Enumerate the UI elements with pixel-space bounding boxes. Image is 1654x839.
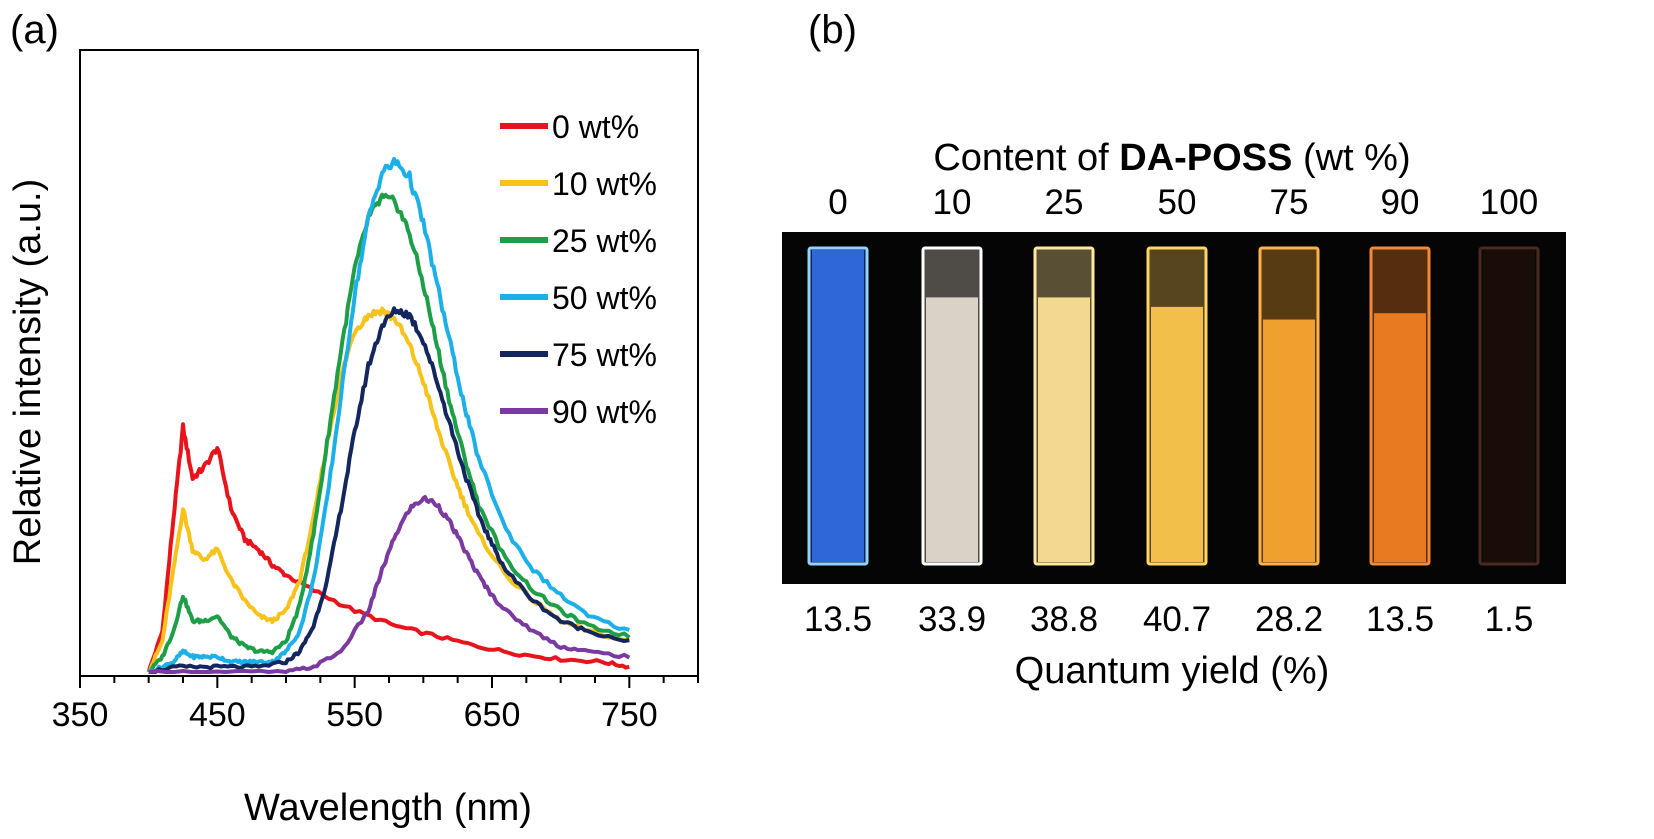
panel-b-label: (b) (808, 8, 857, 52)
sample-strip (1258, 246, 1320, 566)
strip-frame (1033, 246, 1095, 566)
x-axis-title: Wavelength (nm) (244, 787, 532, 829)
legend-label: 50 wt% (552, 280, 657, 316)
content-value: 50 (1158, 183, 1197, 222)
content-value: 0 (828, 183, 847, 222)
strip-frame (807, 246, 869, 566)
yield-value: 1.5 (1485, 600, 1534, 639)
content-value: 75 (1270, 183, 1309, 222)
legend-label: 90 wt% (552, 394, 657, 430)
panel-a-label: (a) (10, 8, 59, 52)
content-axis-title: Content of DA-POSS (wt %) (933, 137, 1410, 179)
content-value: 10 (933, 183, 972, 222)
y-axis-title: Relative intensity (a.u.) (7, 179, 49, 566)
sample-strip (1146, 246, 1208, 566)
strip-film (1151, 306, 1203, 562)
strip-frame (1369, 246, 1431, 566)
x-tick-label: 750 (601, 696, 658, 734)
content-value: 90 (1381, 183, 1420, 222)
quantum-yield-title: Quantum yield (%) (1015, 650, 1330, 692)
strip-film (1263, 319, 1315, 562)
x-tick-label: 450 (189, 696, 246, 734)
strip-frame (1478, 246, 1540, 566)
legend-label: 75 wt% (552, 337, 657, 373)
x-tick-label: 650 (464, 696, 521, 734)
photo-panel: Content of DA-POSS (wt %) 0 10 25 50 75 90 100… (782, 137, 1566, 692)
strip-frame (1146, 246, 1208, 566)
yield-labels: 13.5 33.9 38.8 40.7 28.2 13.5 1.5 (804, 600, 1533, 639)
sample-strip (807, 246, 869, 566)
sample-strip (1369, 246, 1431, 566)
yield-value: 13.5 (1366, 600, 1434, 639)
strip-film (1374, 313, 1426, 562)
sample-strips (807, 246, 1540, 566)
x-tick-label: 350 (52, 696, 109, 734)
axes: 350 450 550 650 750 (52, 676, 699, 734)
yield-value: 38.8 (1030, 600, 1098, 639)
series-layer (146, 156, 631, 674)
content-value: 100 (1480, 183, 1538, 222)
strip-film (1483, 250, 1535, 562)
legend-label: 25 wt% (552, 223, 657, 259)
strip-frame (1258, 246, 1320, 566)
strip-film (1038, 297, 1090, 562)
strip-film (926, 297, 978, 562)
sample-strip (1033, 246, 1095, 566)
sample-strip (1478, 246, 1540, 566)
series-line (146, 422, 630, 673)
legend-label: 0 wt% (552, 109, 639, 145)
strip-film (812, 250, 864, 562)
yield-value: 40.7 (1143, 600, 1211, 639)
series-line (147, 156, 630, 674)
content-labels: 0 10 25 50 75 90 100 (828, 183, 1538, 222)
content-value: 25 (1045, 183, 1084, 222)
series-line (148, 495, 631, 674)
yield-value: 33.9 (918, 600, 986, 639)
strip-frame (921, 246, 983, 566)
series-line (147, 192, 631, 674)
x-tick-label: 550 (326, 696, 383, 734)
yield-value: 13.5 (804, 600, 872, 639)
series-line (148, 306, 630, 674)
legend-label: 10 wt% (552, 166, 657, 202)
sample-strip (921, 246, 983, 566)
yield-value: 28.2 (1255, 600, 1323, 639)
series-line (147, 306, 630, 674)
legend: 0 wt% 10 wt% 25 wt% 50 wt% 75 wt% 90 wt% (500, 109, 657, 430)
